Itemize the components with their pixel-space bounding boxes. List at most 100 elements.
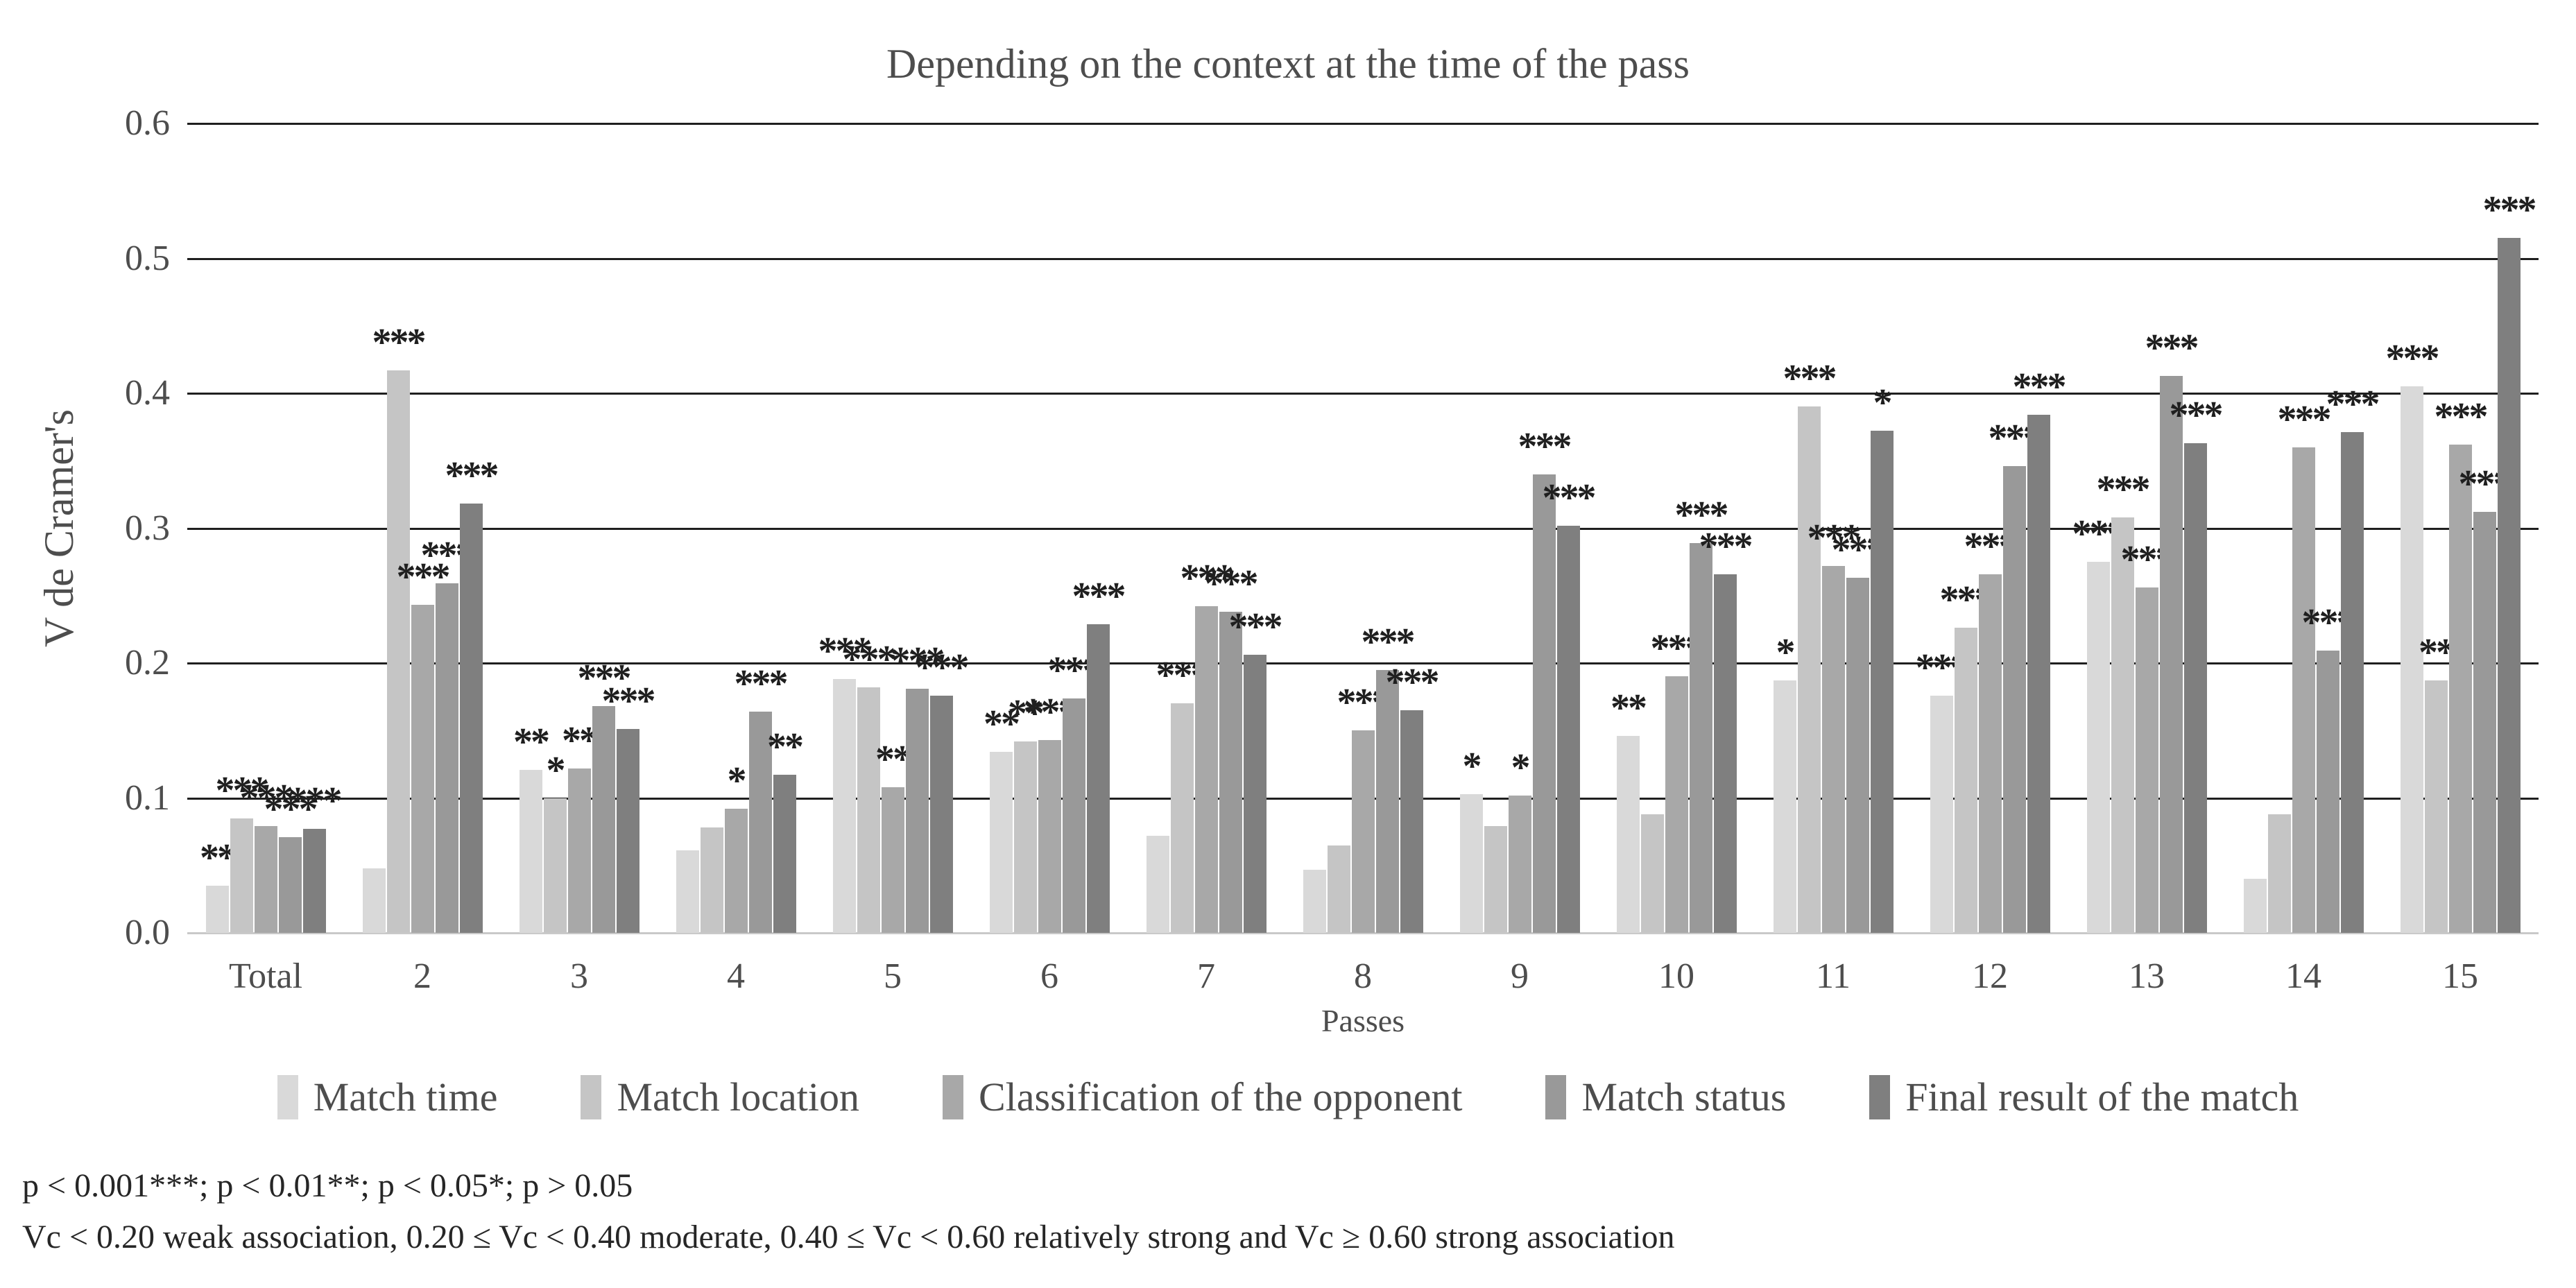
legend-item: Final result of the match — [1869, 1074, 2299, 1120]
significance-label: *** — [1783, 357, 1837, 401]
x-tick-label: 13 — [2129, 956, 2165, 996]
bar — [1713, 574, 1737, 933]
legend-item: Match time — [277, 1074, 498, 1120]
significance-label: *** — [915, 646, 970, 689]
significance-label: *** — [601, 680, 656, 723]
bar — [2316, 651, 2339, 933]
x-tick-label: 4 — [727, 956, 745, 996]
bar — [1484, 826, 1507, 933]
legend-label: Classification of the opponent — [979, 1074, 1463, 1119]
significance-label: ** — [767, 725, 804, 769]
bar — [2473, 512, 2496, 933]
significance-label: *** — [215, 768, 270, 812]
legend: Match time Match location Classification o… — [0, 1074, 2576, 1120]
x-tick-label: 10 — [1658, 956, 1694, 996]
significance-label: * — [1873, 381, 1893, 425]
bar — [1930, 695, 1953, 933]
bar — [2159, 375, 2183, 933]
bar — [411, 605, 434, 933]
legend-swatch — [943, 1074, 963, 1119]
legend-label: Final result of the match — [1905, 1074, 2299, 1119]
bar — [1400, 710, 1423, 933]
bar — [1146, 835, 1169, 933]
bar — [1508, 795, 1531, 933]
significance-label: *** — [1180, 557, 1235, 601]
significance-label: *** — [2326, 383, 2380, 427]
bar — [519, 769, 542, 933]
significance-label: *** — [264, 787, 318, 831]
significance-label: *** — [818, 630, 873, 673]
gridline — [187, 257, 2539, 260]
significance-label: *** — [891, 639, 945, 682]
bar — [1459, 793, 1483, 933]
bar — [1351, 730, 1375, 933]
bar — [230, 818, 253, 933]
bar — [1170, 703, 1194, 933]
gridline — [187, 527, 2539, 530]
gridline — [187, 123, 2539, 125]
bar — [1954, 628, 1977, 933]
bar — [989, 752, 1013, 933]
bar — [1797, 406, 1821, 933]
bar — [1038, 739, 1061, 933]
significance-label: *** — [2385, 337, 2440, 381]
significance-label: *** — [1204, 563, 1259, 606]
bar — [1013, 741, 1037, 933]
legend-label: Match time — [313, 1074, 498, 1119]
bar — [386, 370, 410, 933]
x-tick-label: 7 — [1197, 956, 1215, 996]
footnote-pvalues: p < 0.001***; p < 0.01**; p < 0.05*; p >… — [22, 1167, 633, 1204]
bar — [2424, 680, 2448, 933]
x-tick-label: 14 — [2285, 956, 2321, 996]
significance-label: *** — [2096, 467, 2151, 511]
y-tick-label: 0.4 — [125, 373, 170, 413]
bar — [302, 829, 326, 933]
bar — [1978, 574, 2002, 933]
bar — [2135, 587, 2158, 933]
significance-label: *** — [2145, 326, 2199, 370]
bar — [929, 695, 953, 933]
bar — [435, 583, 458, 933]
x-tick-label: 3 — [570, 956, 588, 996]
significance-label: *** — [1361, 620, 1416, 664]
significance-label: ** — [984, 703, 1020, 746]
significance-label: * — [727, 759, 747, 803]
significance-label: * — [1511, 746, 1531, 789]
bar — [773, 775, 796, 933]
bar — [278, 836, 302, 933]
significance-label: ** — [1008, 692, 1045, 735]
bar — [459, 504, 483, 933]
significance-label: *** — [2169, 393, 2224, 437]
x-tick-label: 5 — [884, 956, 902, 996]
bar — [2497, 238, 2521, 933]
gridline — [187, 662, 2539, 664]
bar — [1665, 676, 1688, 933]
bar — [1821, 565, 1845, 933]
significance-label: *** — [1072, 574, 1126, 618]
significance-label: *** — [1228, 606, 1283, 649]
y-tick-label: 0.5 — [125, 238, 170, 278]
significance-label: *** — [372, 320, 427, 364]
bar — [205, 885, 229, 933]
bar — [1556, 525, 1580, 933]
bar — [1375, 669, 1399, 933]
significance-label: *** — [577, 657, 632, 701]
legend-swatch — [1869, 1074, 1891, 1119]
bar — [676, 850, 699, 933]
y-tick-label: 0.6 — [125, 103, 170, 143]
legend-item: Classification of the opponent — [943, 1074, 1462, 1120]
bar — [1870, 431, 1894, 933]
y-tick-label: 0.1 — [125, 778, 170, 818]
chart-title: Depending on the context at the time of … — [886, 41, 1690, 87]
legend-label: Match status — [1581, 1074, 1787, 1119]
bar — [2340, 432, 2364, 933]
bar — [2183, 443, 2207, 933]
significance-label: *** — [2434, 395, 2489, 438]
bar — [2027, 415, 2050, 933]
significance-label: ** — [513, 720, 550, 764]
bar — [254, 826, 277, 933]
bar — [362, 868, 386, 933]
significance-label: *** — [734, 662, 789, 706]
bar — [2400, 386, 2423, 933]
